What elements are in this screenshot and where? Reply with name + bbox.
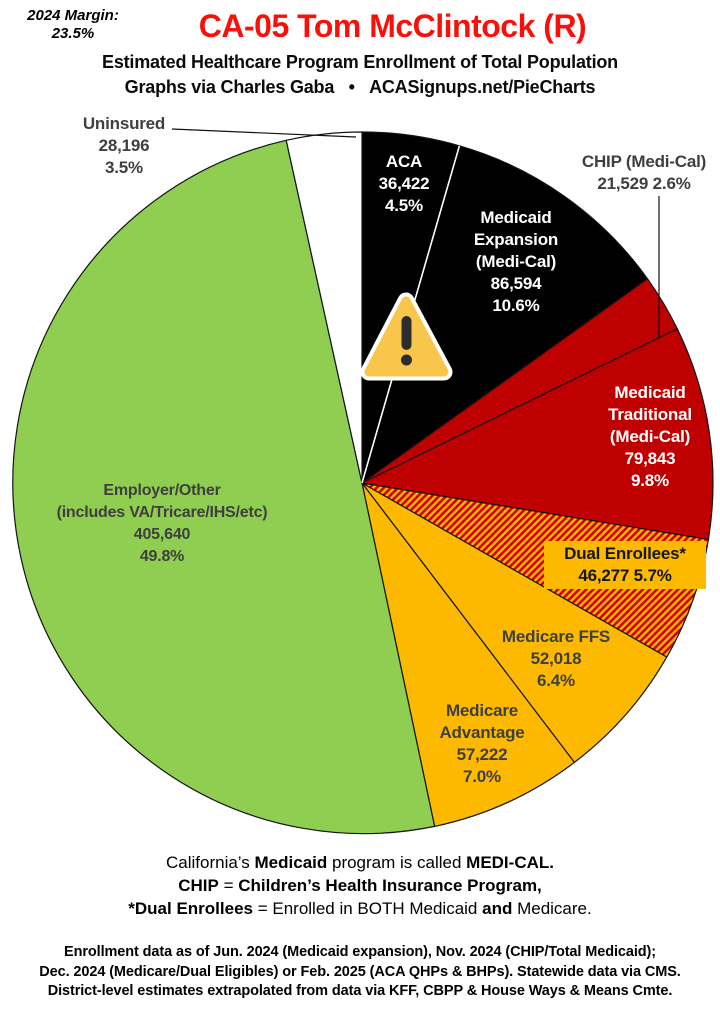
credit-line: Graphs via Charles Gaba • ACASignups.net… (124, 77, 596, 97)
warning-triangle-icon (360, 292, 453, 381)
footer-block: Enrollment data as of Jun. 2024 (Medicai… (0, 943, 720, 1002)
slice-label-medicare-advantage: Medicare Advantage 57,222 7.0% (439, 701, 525, 786)
margin-note: 2024 Margin: 23.5% (6, 7, 140, 43)
pie-slice-medicaid-expansion-medi-cal (360, 145, 649, 485)
aca-name: ACA (385, 152, 423, 171)
slice-label-uninsured: Uninsured 28,196 3.5% (82, 114, 166, 177)
pie-slice-medicaid-traditional-medi-cal (360, 327, 714, 541)
pie-slice-medicare-advantage (361, 482, 576, 828)
warning-exclamation-dot (401, 354, 412, 366)
pie-slice-employer-other-includes-va-tricare-ihs-etc (12, 139, 436, 835)
slice-label-employer-other: Employer/Other (includes VA/Tricare/IHS/… (56, 482, 268, 565)
note-line-2: CHIP = Children’s Health Insurance Progr… (178, 876, 542, 895)
margin-note-line1: 2024 Margin: (27, 7, 119, 24)
note-line-3: *Dual Enrollees = Enrolled in BOTH Medic… (128, 899, 592, 918)
footer-line-2: Dec. 2024 (Medicare/Dual Eligibles) or F… (39, 963, 681, 980)
slice-label-aca: ACA 36,422 4.5% (352, 151, 456, 217)
aca-value: 36,422 (378, 174, 430, 193)
slice-label-chip: CHIP (Medi-Cal) 21,529 2.6% (581, 152, 707, 193)
warning-exclamation-bar (401, 316, 412, 350)
footer-line-3: District-level estimates extrapolated fr… (47, 983, 673, 999)
slice-label-medicaid-traditional: Medicaid Traditional (Medi-Cal) 79,843 9… (608, 383, 692, 490)
footer-line-1: Enrollment data as of Jun. 2024 (Medicai… (64, 944, 656, 960)
subtitle: Estimated Healthcare Program Enrollment … (102, 52, 618, 72)
pie-slices (12, 131, 714, 835)
slice-label-medicaid-expansion: Medicaid Expansion (Medi-Cal) 86,594 10.… (473, 208, 559, 315)
pie-slice-dual-enrollees (361, 482, 710, 658)
pie-slice-uninsured (285, 131, 363, 484)
page-title: CA-05 Tom McClintock (R) (198, 8, 587, 44)
aca-pct: 4.5% (385, 196, 423, 215)
pie-slice-medicare-ffs (361, 482, 668, 764)
margin-note-line2: 23.5% (51, 25, 95, 42)
slice-label-dual-enrollees: Dual Enrollees* 46,277 5.7% (544, 541, 706, 589)
notes-block: California’s Medicaid program is called … (0, 851, 720, 920)
uninsured-leader-line (171, 128, 357, 138)
slice-label-medicare-ffs: Medicare FFS 52,018 6.4% (501, 627, 611, 690)
note-line-1: California’s Medicaid program is called … (166, 853, 554, 872)
